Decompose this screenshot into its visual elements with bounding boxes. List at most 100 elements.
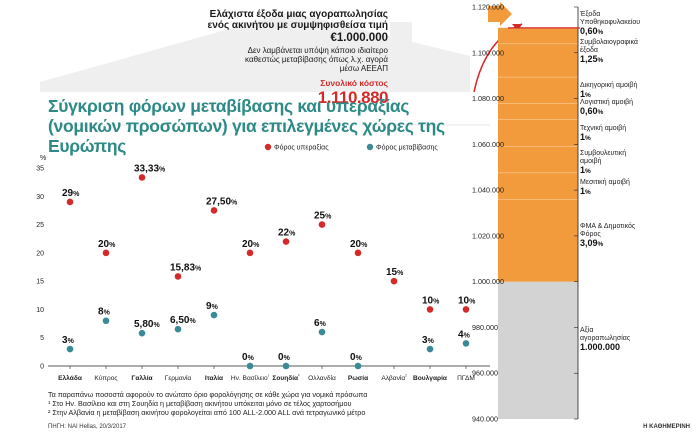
y-tick-label: 30 xyxy=(36,194,44,201)
y-axis-unit: % xyxy=(40,155,46,162)
segment-value: 3,09% xyxy=(580,238,604,248)
transfer-tax-label: 0% xyxy=(242,352,255,363)
capital-gains-label: 10% xyxy=(422,295,440,306)
chart-title-line1: Σύγκριση φόρων μεταβίβασης και υπεραξίας xyxy=(48,96,410,116)
segment-name: έξοδα xyxy=(580,46,598,54)
y-tick-label: 0 xyxy=(40,364,44,371)
segment-value: 1% xyxy=(580,186,591,196)
capital-gains-point xyxy=(246,249,254,257)
capital-gains-point xyxy=(390,277,398,285)
y-tick-label: 10 xyxy=(36,307,44,314)
capital-gains-label: 15,83% xyxy=(170,262,202,273)
segment-name: Συμβουλευτική xyxy=(580,150,626,157)
x-tick-label: Ην. Βασίλειο¹ xyxy=(231,374,270,383)
segment-name: Συμβολαιογραφικά xyxy=(580,38,638,46)
segment-name: Υποθηκοφυλακείου xyxy=(580,18,640,26)
transfer-tax-point xyxy=(462,340,470,347)
segment-value: 1,25% xyxy=(580,54,604,64)
value-tick-label: 960.000 xyxy=(472,369,498,378)
capital-gains-label: 20% xyxy=(98,239,116,250)
x-tick-label: Γαλλία xyxy=(131,374,152,382)
total-cost-value: 1.110.880 xyxy=(317,88,389,107)
x-tick-label: ΠΓΔΜ xyxy=(457,375,475,382)
transfer-tax-point xyxy=(318,328,326,336)
sale-value-bar xyxy=(498,281,578,419)
legend-label: Φόρος υπεραξίας xyxy=(274,144,329,152)
capital-gains-point xyxy=(66,198,74,206)
legend-label: Φόρος μεταβίβασης xyxy=(376,144,438,152)
value-tick-label: 1.000.000 xyxy=(472,277,504,286)
segment-name: Αξία xyxy=(580,326,593,334)
x-tick-label: Ιταλία xyxy=(205,374,223,382)
transfer-tax-label: 6% xyxy=(314,318,327,329)
value-tick-label: 980.000 xyxy=(472,323,498,332)
transfer-tax-label: 5,80% xyxy=(134,319,160,330)
capital-gains-label: 20% xyxy=(242,239,260,250)
header-title: Ελάχιστα έξοδα μιας αγοραπωλησίας ενός α… xyxy=(188,9,388,31)
segment-value: 1% xyxy=(580,165,591,175)
header-price: €1.000.000 xyxy=(330,32,388,44)
transfer-tax-label: 6,50% xyxy=(170,315,196,326)
y-tick-label: 15 xyxy=(36,279,44,286)
transfer-tax-label: 4% xyxy=(458,329,471,340)
transfer-tax-point xyxy=(102,317,110,325)
capital-gains-point xyxy=(102,249,110,257)
capital-gains-point xyxy=(210,207,218,214)
footnote-main: Τα παραπάνω ποσοστά αφορούν το ανώτατο ό… xyxy=(48,390,368,399)
capital-gains-label: 15% xyxy=(386,267,404,278)
capital-gains-label: 20% xyxy=(350,239,368,250)
footnote-1: ¹ Στο Ην. Βασίλειο και στη Σουηδία η μετ… xyxy=(48,399,352,409)
capital-gains-label: 27,50% xyxy=(206,196,238,207)
y-tick-label: 20 xyxy=(36,250,44,257)
x-tick-label: Ρωσία xyxy=(348,375,368,382)
segment-value: 0,60% xyxy=(580,26,604,36)
header-line2: ενός ακινήτου με συμψηφισθείσα τιμή xyxy=(207,20,388,31)
segment-name: Φόρος xyxy=(580,230,601,238)
header-note1: Δεν λαμβάνεται υπόψη κάποιο ιδιαίτερο xyxy=(247,46,388,55)
x-tick-label: Σουηδία¹ xyxy=(272,374,300,383)
y-tick-label: 25 xyxy=(36,222,44,229)
segment-name: ΦΜΑ & Δημοτικός xyxy=(580,222,636,230)
segment-name: αγοραπωλησίας xyxy=(580,334,631,342)
transfer-tax-label: 0% xyxy=(350,352,363,363)
value-tick-label: 1.100.000 xyxy=(472,48,504,57)
segment-name: Έξοδα xyxy=(579,11,600,18)
footnotes: Τα παραπάνω ποσοστά αφορούν το ανώτατο ό… xyxy=(48,390,488,418)
segment-value: 1.000.000 xyxy=(580,342,620,352)
segment-value: 1% xyxy=(580,132,591,142)
source-note: ΠΗΓΗ: NAI Hellas, 20/3/2017 xyxy=(48,424,127,430)
segment-name: Λογιστική αμοιβή xyxy=(580,99,633,106)
transfer-tax-label: 3% xyxy=(62,335,75,346)
capital-gains-point xyxy=(462,306,470,313)
header-note: Δεν λαμβάνεται υπόψη κάποιο ιδιαίτερο κα… xyxy=(208,46,388,73)
x-tick-label: Κύπρος xyxy=(94,374,117,382)
transfer-tax-label: 8% xyxy=(98,307,111,318)
x-tick-label: Ελλάδα xyxy=(58,374,82,382)
transfer-tax-point xyxy=(138,329,146,337)
capital-gains-label: 10% xyxy=(458,295,476,306)
value-tick-label: 940.000 xyxy=(472,415,498,424)
y-tick-label: 35 xyxy=(36,166,44,173)
cost-bar xyxy=(498,27,578,282)
transfer-tax-point xyxy=(354,362,362,370)
brand-name: Η ΚΑΘΗΜΕΡΙΝΗ xyxy=(643,424,690,430)
transfer-tax-label: 3% xyxy=(422,335,435,346)
transfer-tax-point xyxy=(246,362,254,370)
transfer-tax-point xyxy=(210,311,218,319)
capital-gains-label: 33,33% xyxy=(134,163,166,174)
total-cost-label: Συνολικό κόστος xyxy=(320,78,388,88)
value-tick-label: 1.080.000 xyxy=(472,94,504,103)
capital-gains-point xyxy=(318,221,326,228)
header-line1: Ελάχιστα έξοδα μιας αγοραπωλησίας xyxy=(209,9,388,20)
transfer-tax-point xyxy=(174,325,182,333)
value-tick-label: 1.120.000 xyxy=(472,3,504,12)
segment-value: 1% xyxy=(580,89,591,99)
capital-gains-point xyxy=(354,249,362,257)
chart-title-line2: (νομικών προσώπων) για επιλεγμένες χώρες… xyxy=(48,116,445,156)
value-tick-label: 1.040.000 xyxy=(472,186,504,195)
capital-gains-label: 22% xyxy=(278,228,296,239)
transfer-tax-point xyxy=(282,362,290,370)
value-tick-label: 1.020.000 xyxy=(472,231,504,240)
